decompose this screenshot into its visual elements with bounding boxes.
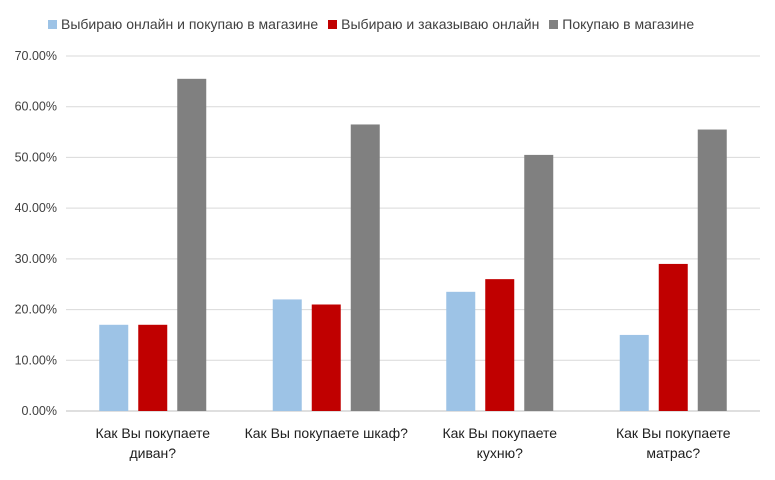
- bar: [99, 324, 129, 411]
- y-tick-label: 70.00%: [15, 49, 57, 63]
- x-category-label: диван?: [129, 445, 176, 461]
- legend-item-store-buy: Покупаю в магазине: [549, 16, 694, 32]
- bar: [272, 299, 302, 411]
- y-tick-label: 20.00%: [15, 303, 57, 317]
- x-category-label: Как Вы покупаете шкаф?: [245, 425, 408, 441]
- bar: [138, 324, 168, 411]
- y-tick-label: 50.00%: [15, 150, 57, 164]
- bar: [177, 78, 207, 412]
- x-category-label: матрас?: [646, 445, 700, 461]
- y-tick-label: 0.00%: [22, 404, 57, 418]
- legend-label: Выбираю и заказываю онлайн: [341, 16, 540, 32]
- legend-item-online-select-store-buy: Выбираю онлайн и покупаю в магазине: [48, 16, 318, 32]
- x-category-label: Как Вы покупаете: [442, 425, 557, 441]
- legend-label: Покупаю в магазине: [562, 16, 695, 32]
- x-category-label: Как Вы покупаете: [616, 425, 731, 441]
- x-category-label: Как Вы покупаете: [95, 425, 210, 441]
- y-tick-label: 60.00%: [15, 100, 57, 114]
- bar: [619, 334, 649, 411]
- bar: [658, 263, 688, 411]
- legend-label: Выбираю онлайн и покупаю в магазине: [61, 16, 319, 32]
- legend: Выбираю онлайн и покупаю в магазине Выби…: [48, 16, 694, 32]
- bar: [524, 154, 554, 411]
- bar: [446, 291, 476, 411]
- y-tick-label: 10.00%: [15, 353, 57, 367]
- legend-item-online-order: Выбираю и заказываю онлайн: [328, 16, 539, 32]
- y-tick-label: 30.00%: [15, 252, 57, 266]
- legend-swatch-blue: [48, 19, 57, 29]
- bar: [697, 129, 727, 412]
- x-category-label: кухню?: [477, 445, 524, 461]
- bar: [350, 124, 380, 411]
- bar: [311, 304, 341, 411]
- y-tick-label: 40.00%: [15, 201, 57, 215]
- legend-swatch-gray: [549, 19, 559, 29]
- bar: [485, 279, 515, 411]
- legend-swatch-red: [328, 19, 338, 29]
